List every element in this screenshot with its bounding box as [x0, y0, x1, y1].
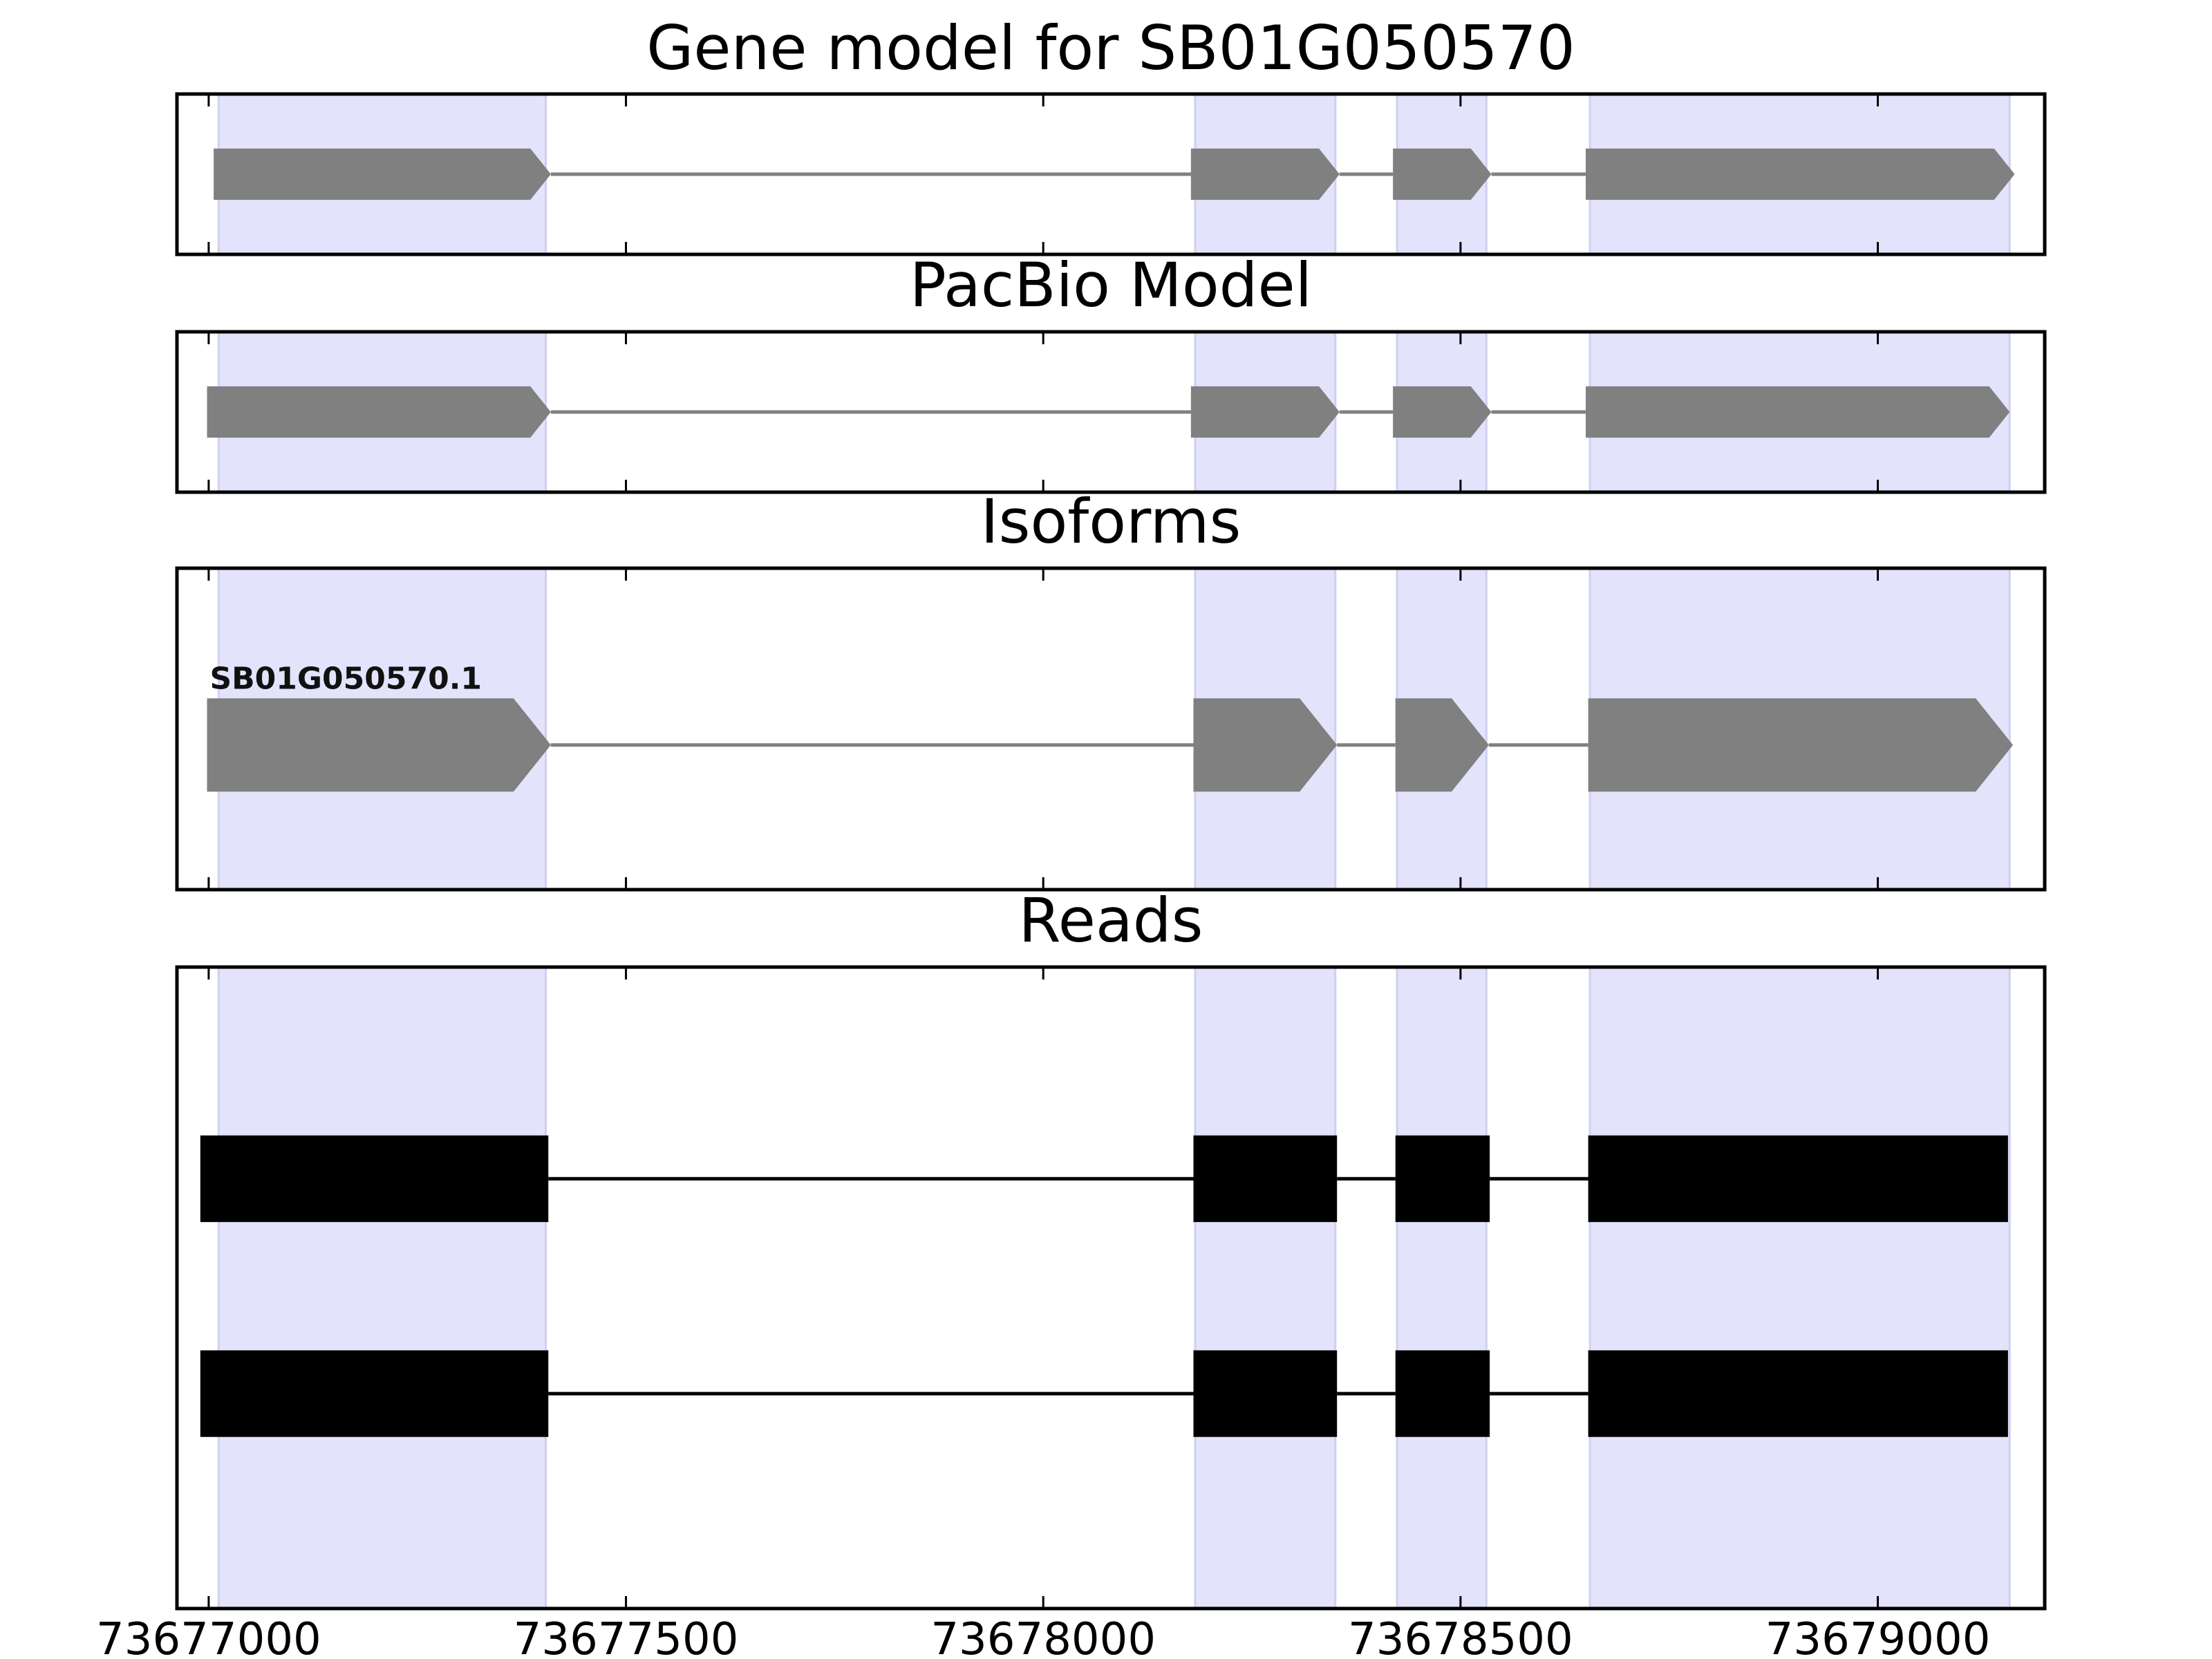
panel-title: Gene model for SB01G050570: [646, 12, 1575, 84]
read-block: [1193, 1135, 1338, 1222]
gene-model-track: [214, 148, 2015, 200]
exon-arrow: [1190, 386, 1340, 438]
exon-arrow: [1395, 698, 1489, 792]
x-axis-labels: 73677000 73677500 73678000 73678500 73679000: [96, 1614, 1990, 1659]
gene-model-track: [207, 386, 2010, 438]
exon-arrow: [1586, 386, 2010, 438]
x-tick-label: 73677500: [514, 1614, 739, 1659]
panel-reads: Reads: [175, 885, 2047, 1611]
panel-pacbio-model: PacBio Model: [175, 250, 2047, 494]
panels: Gene model for SB01G050570 PacBio Model SB…: [96, 12, 2047, 1659]
exon-arrow: [207, 386, 551, 438]
read-track: [200, 1350, 2008, 1437]
highlight-region: [217, 966, 547, 1610]
read-block: [1193, 1350, 1338, 1437]
panel-gene-model: Gene model for SB01G050570: [175, 12, 2047, 256]
isoform-label: SB01G050570.1: [209, 661, 482, 696]
panel-title: Isoforms: [981, 486, 1241, 557]
panel-frame: [175, 566, 2047, 892]
highlight-region: [1396, 966, 1488, 1610]
highlight-region: [1588, 966, 2011, 1610]
exon-arrow: [1190, 148, 1340, 200]
x-tick-label: 73677000: [96, 1614, 321, 1659]
panel-frame: [175, 965, 2047, 1611]
read-block: [1395, 1135, 1490, 1222]
panel-title: Reads: [1019, 885, 1203, 956]
highlight-region: [1194, 966, 1337, 1610]
exon-arrow: [1588, 698, 2014, 792]
exon-arrow: [207, 698, 551, 792]
gene-model-track: SB01G050570.1: [207, 661, 2014, 792]
exon-arrow: [1193, 698, 1338, 792]
x-tick-label: 73678500: [1348, 1614, 1573, 1659]
x-tick-label: 73679000: [1765, 1614, 1991, 1659]
read-block: [1588, 1350, 2008, 1437]
read-track: [200, 1135, 2008, 1222]
read-block: [200, 1135, 549, 1222]
exon-arrow: [1393, 148, 1492, 200]
read-block: [1588, 1135, 2008, 1222]
panel-frame: [175, 92, 2047, 256]
read-block: [200, 1350, 549, 1437]
panel-isoforms: SB01G050570.1 Isoforms: [175, 486, 2047, 892]
read-block: [1395, 1350, 1490, 1437]
exon-arrow: [214, 148, 551, 200]
exon-arrow: [1586, 148, 2015, 200]
panel-title: PacBio Model: [910, 250, 1312, 321]
exon-arrow: [1393, 386, 1492, 438]
panel-frame: [175, 330, 2047, 494]
x-tick-label: 73678000: [930, 1614, 1156, 1659]
